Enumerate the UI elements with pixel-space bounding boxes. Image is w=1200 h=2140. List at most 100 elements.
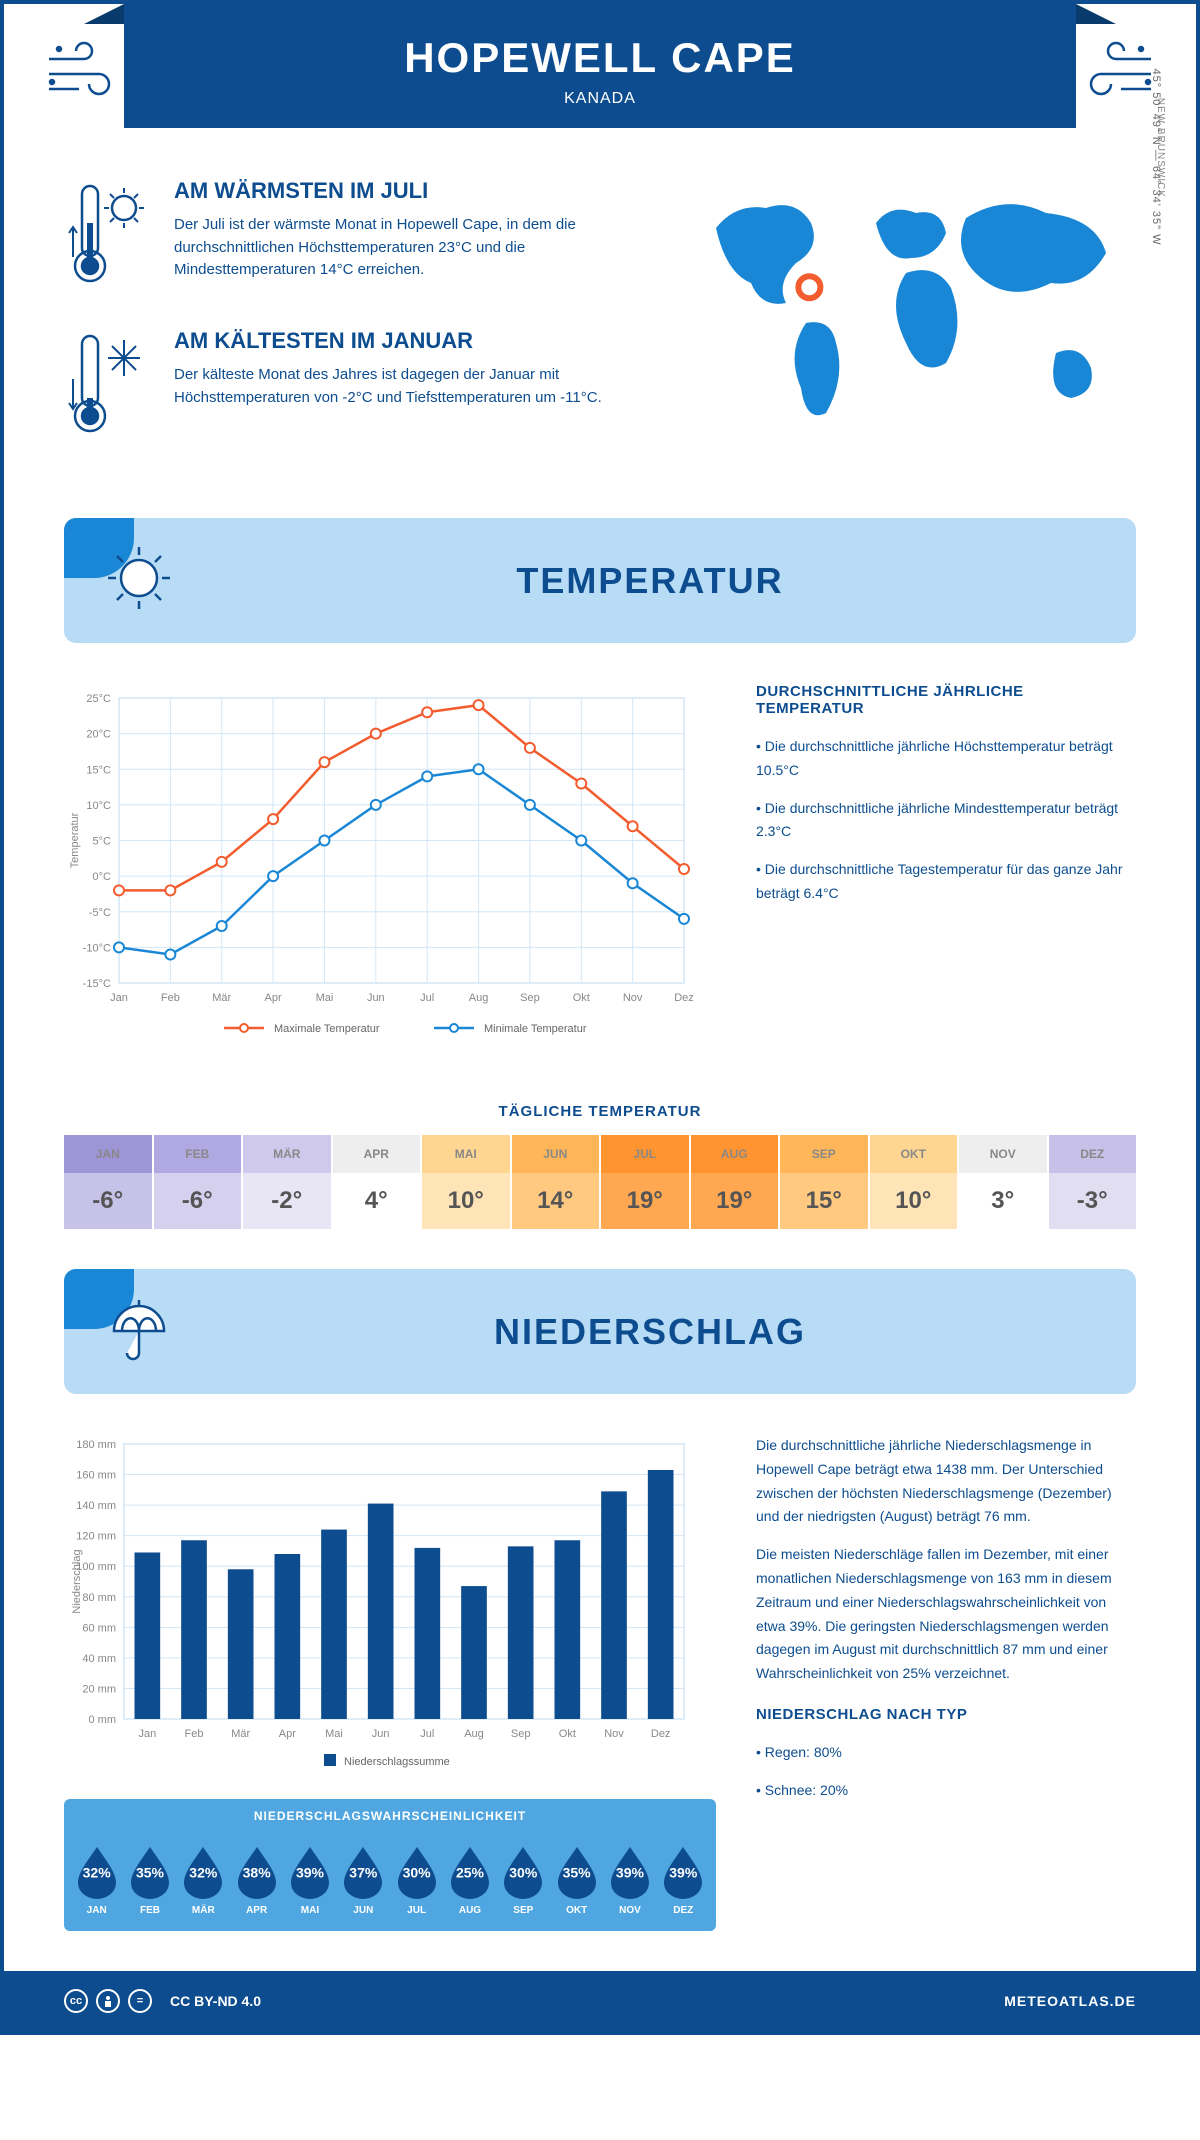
precip-desc-p2: Die meisten Niederschläge fallen im Deze…: [756, 1543, 1136, 1686]
precip-prob-cell: 25%AUG: [445, 1843, 494, 1916]
wind-icon-left: [44, 34, 134, 104]
svg-text:Sep: Sep: [520, 992, 540, 1004]
svg-text:20 mm: 20 mm: [82, 1683, 116, 1695]
svg-text:10°C: 10°C: [86, 800, 111, 812]
svg-text:180 mm: 180 mm: [76, 1439, 116, 1451]
svg-text:Aug: Aug: [464, 1728, 484, 1740]
precip-type-title: NIEDERSCHLAG NACH TYP: [756, 1706, 1136, 1723]
temp-cell: JUL19°: [601, 1135, 689, 1229]
umbrella-icon: [104, 1294, 174, 1369]
temp-cell: MAI10°: [422, 1135, 510, 1229]
precip-prob-cell: 38%APR: [232, 1843, 281, 1916]
precip-prob-title: NIEDERSCHLAGSWAHRSCHEINLICHKEIT: [64, 1799, 716, 1833]
temp-desc-p1: • Die durchschnittliche jährliche Höchst…: [756, 735, 1136, 783]
svg-text:0°C: 0°C: [93, 871, 112, 883]
sun-icon: [104, 543, 174, 618]
precip-probability-panel: NIEDERSCHLAGSWAHRSCHEINLICHKEIT 32%JAN35…: [64, 1799, 716, 1931]
coldest-title: AM KÄLTESTEN IM JANUAR: [174, 328, 636, 354]
svg-text:Jul: Jul: [420, 1728, 434, 1740]
svg-text:Feb: Feb: [161, 992, 180, 1004]
precip-prob-cell: 32%JAN: [72, 1843, 121, 1916]
precip-prob-cell: 37%JUN: [339, 1843, 388, 1916]
svg-text:Nov: Nov: [623, 992, 643, 1004]
svg-text:40 mm: 40 mm: [82, 1653, 116, 1665]
svg-text:5°C: 5°C: [93, 836, 112, 848]
coldest-block: AM KÄLTESTEN IM JANUAR Der kälteste Mona…: [64, 328, 636, 443]
svg-text:Nov: Nov: [604, 1728, 624, 1740]
warmest-block: AM WÄRMSTEN IM JULI Der Juli ist der wär…: [64, 178, 636, 293]
svg-text:Minimale Temperatur: Minimale Temperatur: [484, 1023, 587, 1035]
thermometer-hot-icon: [64, 178, 154, 293]
svg-text:25°C: 25°C: [86, 693, 111, 705]
svg-text:Apr: Apr: [279, 1728, 296, 1740]
daily-temp-grid: JAN-6°FEB-6°MÄR-2°APR4°MAI10°JUN14°JUL19…: [64, 1135, 1136, 1229]
svg-text:Feb: Feb: [185, 1728, 204, 1740]
temp-cell: AUG19°: [691, 1135, 779, 1229]
page-title: HOPEWELL CAPE: [144, 34, 1056, 82]
temp-cell: FEB-6°: [154, 1135, 242, 1229]
wind-icon-right: [1066, 34, 1156, 104]
precip-prob-cell: 32%MÄR: [179, 1843, 228, 1916]
license-block: cc = CC BY-ND 4.0: [64, 1989, 261, 2013]
precipitation-chart-section: 0 mm20 mm40 mm60 mm80 mm100 mm120 mm140 …: [4, 1394, 1196, 1971]
svg-text:-10°C: -10°C: [83, 942, 111, 954]
svg-text:Niederschlag: Niederschlag: [71, 1549, 83, 1613]
header-wrap: HOPEWELL CAPE KANADA: [4, 4, 1196, 128]
temperature-banner: TEMPERATUR: [64, 518, 1136, 643]
temp-cell: MÄR-2°: [243, 1135, 331, 1229]
precip-prob-cell: 35%OKT: [552, 1843, 601, 1916]
world-map: NEW BRUNSWICK 45° 50' 49" N — 64° 34' 35…: [676, 178, 1136, 478]
license-text: CC BY-ND 4.0: [170, 1993, 261, 2009]
precip-desc-p1: Die durchschnittliche jährliche Niedersc…: [756, 1434, 1136, 1529]
precip-type-2: • Schnee: 20%: [756, 1779, 1136, 1803]
svg-text:Jun: Jun: [367, 992, 385, 1004]
svg-text:0 mm: 0 mm: [89, 1714, 117, 1726]
svg-text:120 mm: 120 mm: [76, 1531, 116, 1543]
temp-cell: OKT10°: [870, 1135, 958, 1229]
svg-text:Okt: Okt: [573, 992, 590, 1004]
precipitation-bar-chart: 0 mm20 mm40 mm60 mm80 mm100 mm120 mm140 …: [64, 1434, 716, 1931]
coldest-text: AM KÄLTESTEN IM JANUAR Der kälteste Mona…: [174, 328, 636, 443]
precipitation-heading: NIEDERSCHLAG: [204, 1311, 1096, 1353]
page-container: HOPEWELL CAPE KANADA AM WÄRMSTEN IM JULI…: [0, 0, 1200, 2035]
coldest-desc: Der kälteste Monat des Jahres ist dagege…: [174, 364, 636, 409]
precip-prob-cell: 35%FEB: [125, 1843, 174, 1916]
svg-text:-15°C: -15°C: [83, 978, 111, 990]
svg-text:Mai: Mai: [325, 1728, 343, 1740]
site-name: METEOATLAS.DE: [1004, 1993, 1136, 2009]
svg-text:15°C: 15°C: [86, 764, 111, 776]
info-column: AM WÄRMSTEN IM JULI Der Juli ist der wär…: [64, 178, 636, 478]
temp-desc-title: DURCHSCHNITTLICHE JÄHRLICHE TEMPERATUR: [756, 683, 1136, 717]
cc-icon: cc: [64, 1989, 88, 2013]
temperature-heading: TEMPERATUR: [204, 560, 1096, 602]
temperature-chart-section: -15°C-10°C-5°C0°C5°C10°C15°C20°C25°CJanF…: [4, 643, 1196, 1088]
svg-text:Jul: Jul: [420, 992, 434, 1004]
temp-cell: DEZ-3°: [1049, 1135, 1137, 1229]
precipitation-banner: NIEDERSCHLAG: [64, 1269, 1136, 1394]
temp-cell: SEP15°: [780, 1135, 868, 1229]
thermometer-cold-icon: [64, 328, 154, 443]
svg-text:Mär: Mär: [231, 1728, 250, 1740]
warmest-title: AM WÄRMSTEN IM JULI: [174, 178, 636, 204]
temp-cell: APR4°: [333, 1135, 421, 1229]
precip-prob-cell: 39%MAI: [285, 1843, 334, 1916]
page-footer: cc = CC BY-ND 4.0 METEOATLAS.DE: [4, 1971, 1196, 2031]
precip-prob-cell: 39%NOV: [605, 1843, 654, 1916]
temp-desc-p3: • Die durchschnittliche Tagestemperatur …: [756, 858, 1136, 906]
svg-text:Sep: Sep: [511, 1728, 531, 1740]
daily-temp-title: TÄGLICHE TEMPERATUR: [4, 1103, 1196, 1120]
temp-cell: JAN-6°: [64, 1135, 152, 1229]
svg-text:Niederschlagssumme: Niederschlagssumme: [344, 1756, 450, 1768]
temperature-line-chart: -15°C-10°C-5°C0°C5°C10°C15°C20°C25°CJanF…: [64, 683, 716, 1048]
nd-icon: =: [128, 1989, 152, 2013]
svg-text:160 mm: 160 mm: [76, 1470, 116, 1482]
svg-text:80 mm: 80 mm: [82, 1592, 116, 1604]
svg-text:Jan: Jan: [138, 1728, 156, 1740]
svg-text:Okt: Okt: [559, 1728, 576, 1740]
svg-text:-5°C: -5°C: [89, 907, 111, 919]
precip-type-1: • Regen: 80%: [756, 1741, 1136, 1765]
precip-prob-cell: 39%DEZ: [659, 1843, 708, 1916]
by-icon: [96, 1989, 120, 2013]
summary-section: AM WÄRMSTEN IM JULI Der Juli ist der wär…: [4, 128, 1196, 518]
svg-text:140 mm: 140 mm: [76, 1500, 116, 1512]
